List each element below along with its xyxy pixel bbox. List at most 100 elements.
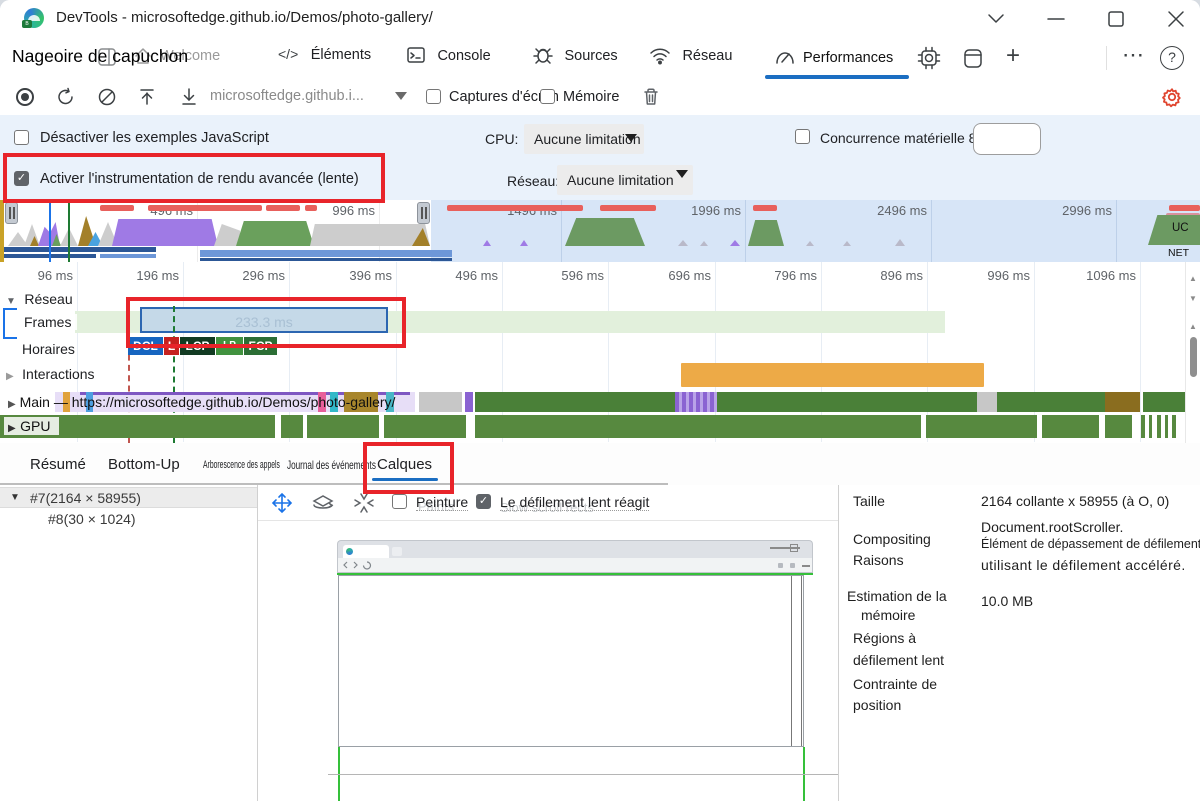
focus-chevron-icon[interactable] (976, 4, 1016, 32)
track-frames-label[interactable]: Frames (22, 314, 78, 330)
target-page-selector[interactable]: microsoftedge.github.i... (210, 88, 364, 104)
timeline-tracks[interactable]: 96 ms 196 ms 296 ms 396 ms 496 ms 596 ms… (0, 262, 1200, 443)
settings-gear-icon[interactable] (1160, 85, 1184, 114)
disable-js-checkbox[interactable] (14, 130, 29, 145)
detail-size-value: 2164 collante x 58955 (à O, 0) (981, 493, 1170, 509)
reload-record-button[interactable] (55, 86, 77, 113)
hardware-concurrency-input[interactable] (973, 123, 1041, 155)
scroll-down-icon[interactable]: ▼ (1189, 294, 1197, 303)
tab-sources[interactable]: Sources (532, 44, 618, 70)
tab-layers[interactable]: Calques (377, 456, 433, 473)
tab-call-tree[interactable]: Arborescence des appels (203, 459, 280, 471)
tab-summary[interactable]: Résumé (30, 456, 86, 473)
expander-right-icon[interactable]: ▶ (6, 371, 14, 382)
save-profile-icon[interactable] (178, 86, 200, 113)
target-dropdown-arrow-icon[interactable] (395, 92, 407, 100)
record-button[interactable] (14, 86, 36, 113)
tab-performance[interactable]: Performances (763, 36, 911, 79)
timing-badge-lcp[interactable]: LCP (180, 337, 216, 355)
layers-tab-underline (372, 478, 438, 481)
timeline-overview[interactable]: 496 ms 996 ms 1496 ms 1996 ms 2496 ms 29… (0, 200, 1200, 263)
reset-view-icon[interactable] (352, 491, 376, 520)
tab-network[interactable]: Réseau (648, 44, 732, 70)
detail-compositing-label-2: Raisons (853, 552, 904, 568)
overview-left-handle[interactable] (5, 202, 18, 224)
main-track-strip[interactable]: ▶ Main — https://microsoftedge.github.io… (0, 392, 1200, 412)
overview-cpu-label: UC (1172, 222, 1189, 234)
tab-welcome[interactable]: Welcome (132, 45, 252, 71)
layers-canvas-pane: Paints Peinture Slow scroll rects ✓ Le d… (258, 485, 838, 801)
layers-panel: ▼ #7(2164 × 58955) #8(30 × 1024) Paints (0, 485, 1200, 801)
tab-console[interactable]: Console (405, 44, 491, 70)
interaction-bar[interactable] (681, 363, 984, 387)
tab-welcome-label: Welcome (160, 48, 221, 64)
expander-right-icon[interactable]: ▶ (8, 423, 16, 434)
track-network[interactable]: ▼ Réseau (6, 291, 73, 309)
ruler-tick: 796 ms (774, 268, 817, 283)
help-button[interactable]: ? (1160, 46, 1184, 70)
clear-button[interactable] (96, 86, 118, 113)
slow-scroll-ghost-text: Slow scroll rects (500, 500, 594, 515)
cpu-throttle-select[interactable]: Aucune limitation (524, 124, 644, 154)
pan-mode-icon[interactable] (270, 491, 294, 520)
tab-network-label: Réseau (682, 48, 733, 64)
trash-icon[interactable] (640, 86, 662, 113)
hardware-concurrency-checkbox[interactable] (795, 129, 810, 144)
layer-tree-label: #8(30 × 1024) (48, 511, 136, 527)
frames-track-selector[interactable] (3, 308, 17, 339)
track-interactions[interactable]: ▶ Interactions (6, 366, 95, 384)
overview-right-handle[interactable] (417, 202, 430, 224)
scroll-up-icon[interactable]: ▲ (1189, 274, 1197, 283)
tab-performance-label: Performances (803, 50, 894, 66)
advanced-rendering-label: Activer l'instrumentation de rendu avanc… (40, 171, 359, 187)
scrollbar-thumb[interactable] (1190, 337, 1197, 377)
more-menu-button[interactable]: ⋯ (1122, 42, 1145, 67)
maximize-button[interactable] (1096, 4, 1136, 32)
timing-badge-dcl[interactable]: DCL (128, 337, 164, 355)
frame-block-selected[interactable]: 233.3 ms (140, 307, 388, 333)
layer-tree-row[interactable]: #8(30 × 1024) (0, 508, 257, 529)
minimize-button[interactable] (1036, 4, 1076, 32)
expander-right-icon[interactable]: ▶ (8, 399, 16, 410)
expander-down-icon[interactable]: ▼ (6, 296, 16, 307)
advanced-rendering-checkbox[interactable]: ✓ (14, 171, 29, 186)
add-tab-button[interactable]: + (1006, 42, 1021, 69)
load-profile-icon[interactable] (136, 86, 158, 113)
layer-tree-row-selected[interactable]: ▼ #7(2164 × 58955) (0, 487, 257, 508)
screenshots-checkbox[interactable] (426, 89, 441, 104)
memory-checkbox[interactable] (540, 89, 555, 104)
overview-tick: 996 ms (332, 203, 375, 218)
tab-elements[interactable]: </> Éléments (278, 46, 371, 72)
dock-layout-icon[interactable] (960, 46, 986, 75)
overview-net-label: NET (1168, 247, 1189, 259)
detail-compositing-value-1: Document.rootScroller. (981, 519, 1124, 535)
timing-badge-fcp[interactable]: FCP (244, 337, 278, 355)
mini-browser-chrome (337, 540, 813, 558)
network-select-arrow-icon (676, 170, 688, 178)
network-throttle-label: Réseau: (507, 173, 560, 189)
scroll-up-icon[interactable]: ▲ (1189, 322, 1197, 331)
overview-tick: 1996 ms (691, 203, 741, 218)
tab-bottom-up[interactable]: Bottom-Up (108, 456, 180, 473)
experiments-chip-icon[interactable] (916, 45, 942, 76)
close-button[interactable] (1156, 4, 1196, 32)
timing-badge-l[interactable]: L (164, 337, 180, 355)
layer-rect[interactable] (338, 575, 804, 747)
panel-toggle-icon[interactable] (95, 45, 119, 74)
code-icon: </> (278, 46, 299, 62)
rotate-3d-icon[interactable] (310, 491, 336, 520)
layer-preview-canvas[interactable] (258, 521, 838, 801)
timing-badge-ip[interactable]: I-P (216, 337, 244, 355)
paints-checkbox[interactable] (392, 494, 407, 509)
track-timings-label[interactable]: Horaires (22, 341, 75, 357)
expander-down-icon[interactable]: ▼ (10, 492, 20, 503)
speedometer-icon (776, 52, 794, 64)
network-throttle-select[interactable]: Aucune limitation (557, 165, 693, 195)
slow-scroll-checkbox[interactable]: ✓ (476, 494, 491, 509)
localized-overlay-text: Nageoire de capuchon (12, 46, 189, 66)
tab-event-log[interactable]: Journal des événements (287, 458, 376, 472)
gpu-track-strip[interactable]: ▶ GPU (0, 415, 1200, 438)
tab-sources-label: Sources (564, 48, 618, 64)
tracks-scrollbar[interactable]: ▲ ▼ ▲ (1185, 262, 1200, 443)
detail-compositing-value-3: utilisant le défilement accéléré. (981, 557, 1186, 573)
